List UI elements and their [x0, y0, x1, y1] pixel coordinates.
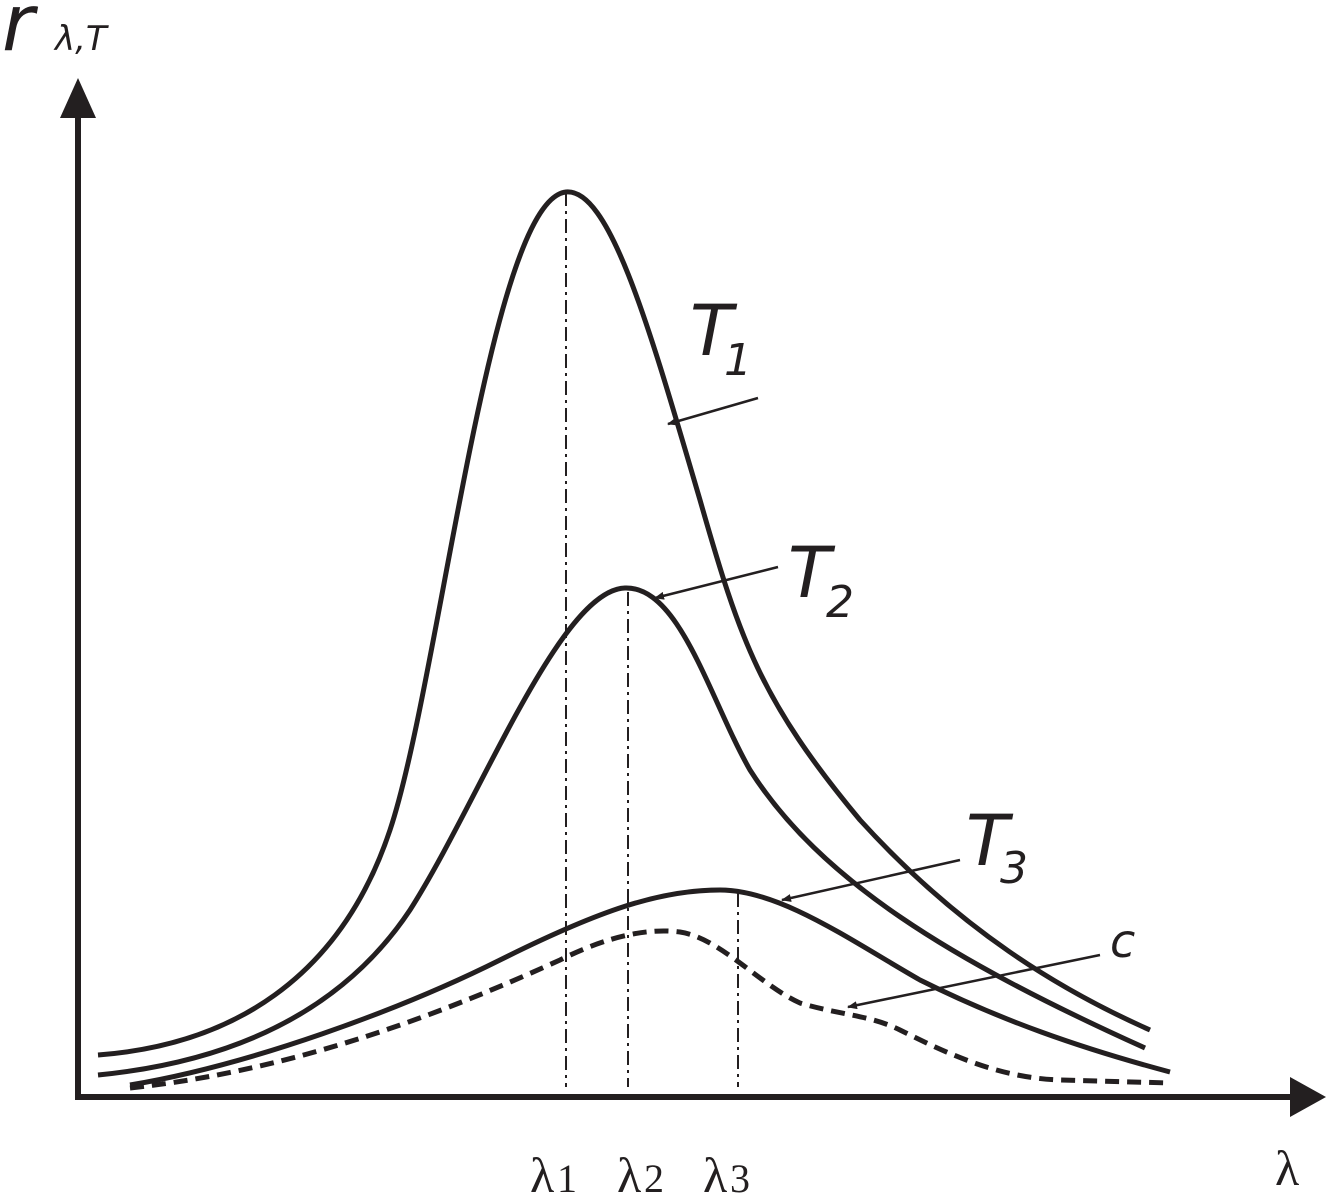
marker-subscript: 1: [557, 1156, 577, 1201]
guides: [565, 192, 739, 1087]
curve-label: T: [788, 532, 836, 614]
y-arrow: [60, 78, 96, 118]
marker-subscript: 2: [644, 1156, 664, 1201]
x-label: λ: [1275, 1140, 1299, 1196]
pointer: [847, 953, 1101, 1010]
y-label: r: [2, 0, 39, 69]
pointer: [667, 396, 759, 426]
marker-label: λ: [617, 1147, 641, 1202]
curve-label: T: [690, 290, 738, 372]
pointer: [654, 565, 779, 600]
axes: [60, 78, 1326, 1117]
marker-label: λ: [530, 1147, 554, 1202]
pointer: [781, 858, 961, 902]
y-label-subscript: λ,T: [53, 19, 109, 59]
curve-label-subscript: 3: [1000, 843, 1028, 894]
curve-c: [129, 928, 1171, 1091]
marker-subscript: 3: [730, 1156, 750, 1201]
marker-label: λ: [703, 1147, 727, 1202]
curve-label: T: [966, 800, 1014, 882]
curve-label-subscript: 1: [724, 335, 752, 386]
curve-label-subscript: 2: [826, 577, 854, 628]
curve-t3: [129, 887, 1171, 1088]
curve-t1: [97, 189, 1152, 1058]
x-arrow: [1290, 1077, 1326, 1117]
curve-label: c: [1110, 914, 1135, 968]
curve-t2: [97, 585, 1147, 1078]
